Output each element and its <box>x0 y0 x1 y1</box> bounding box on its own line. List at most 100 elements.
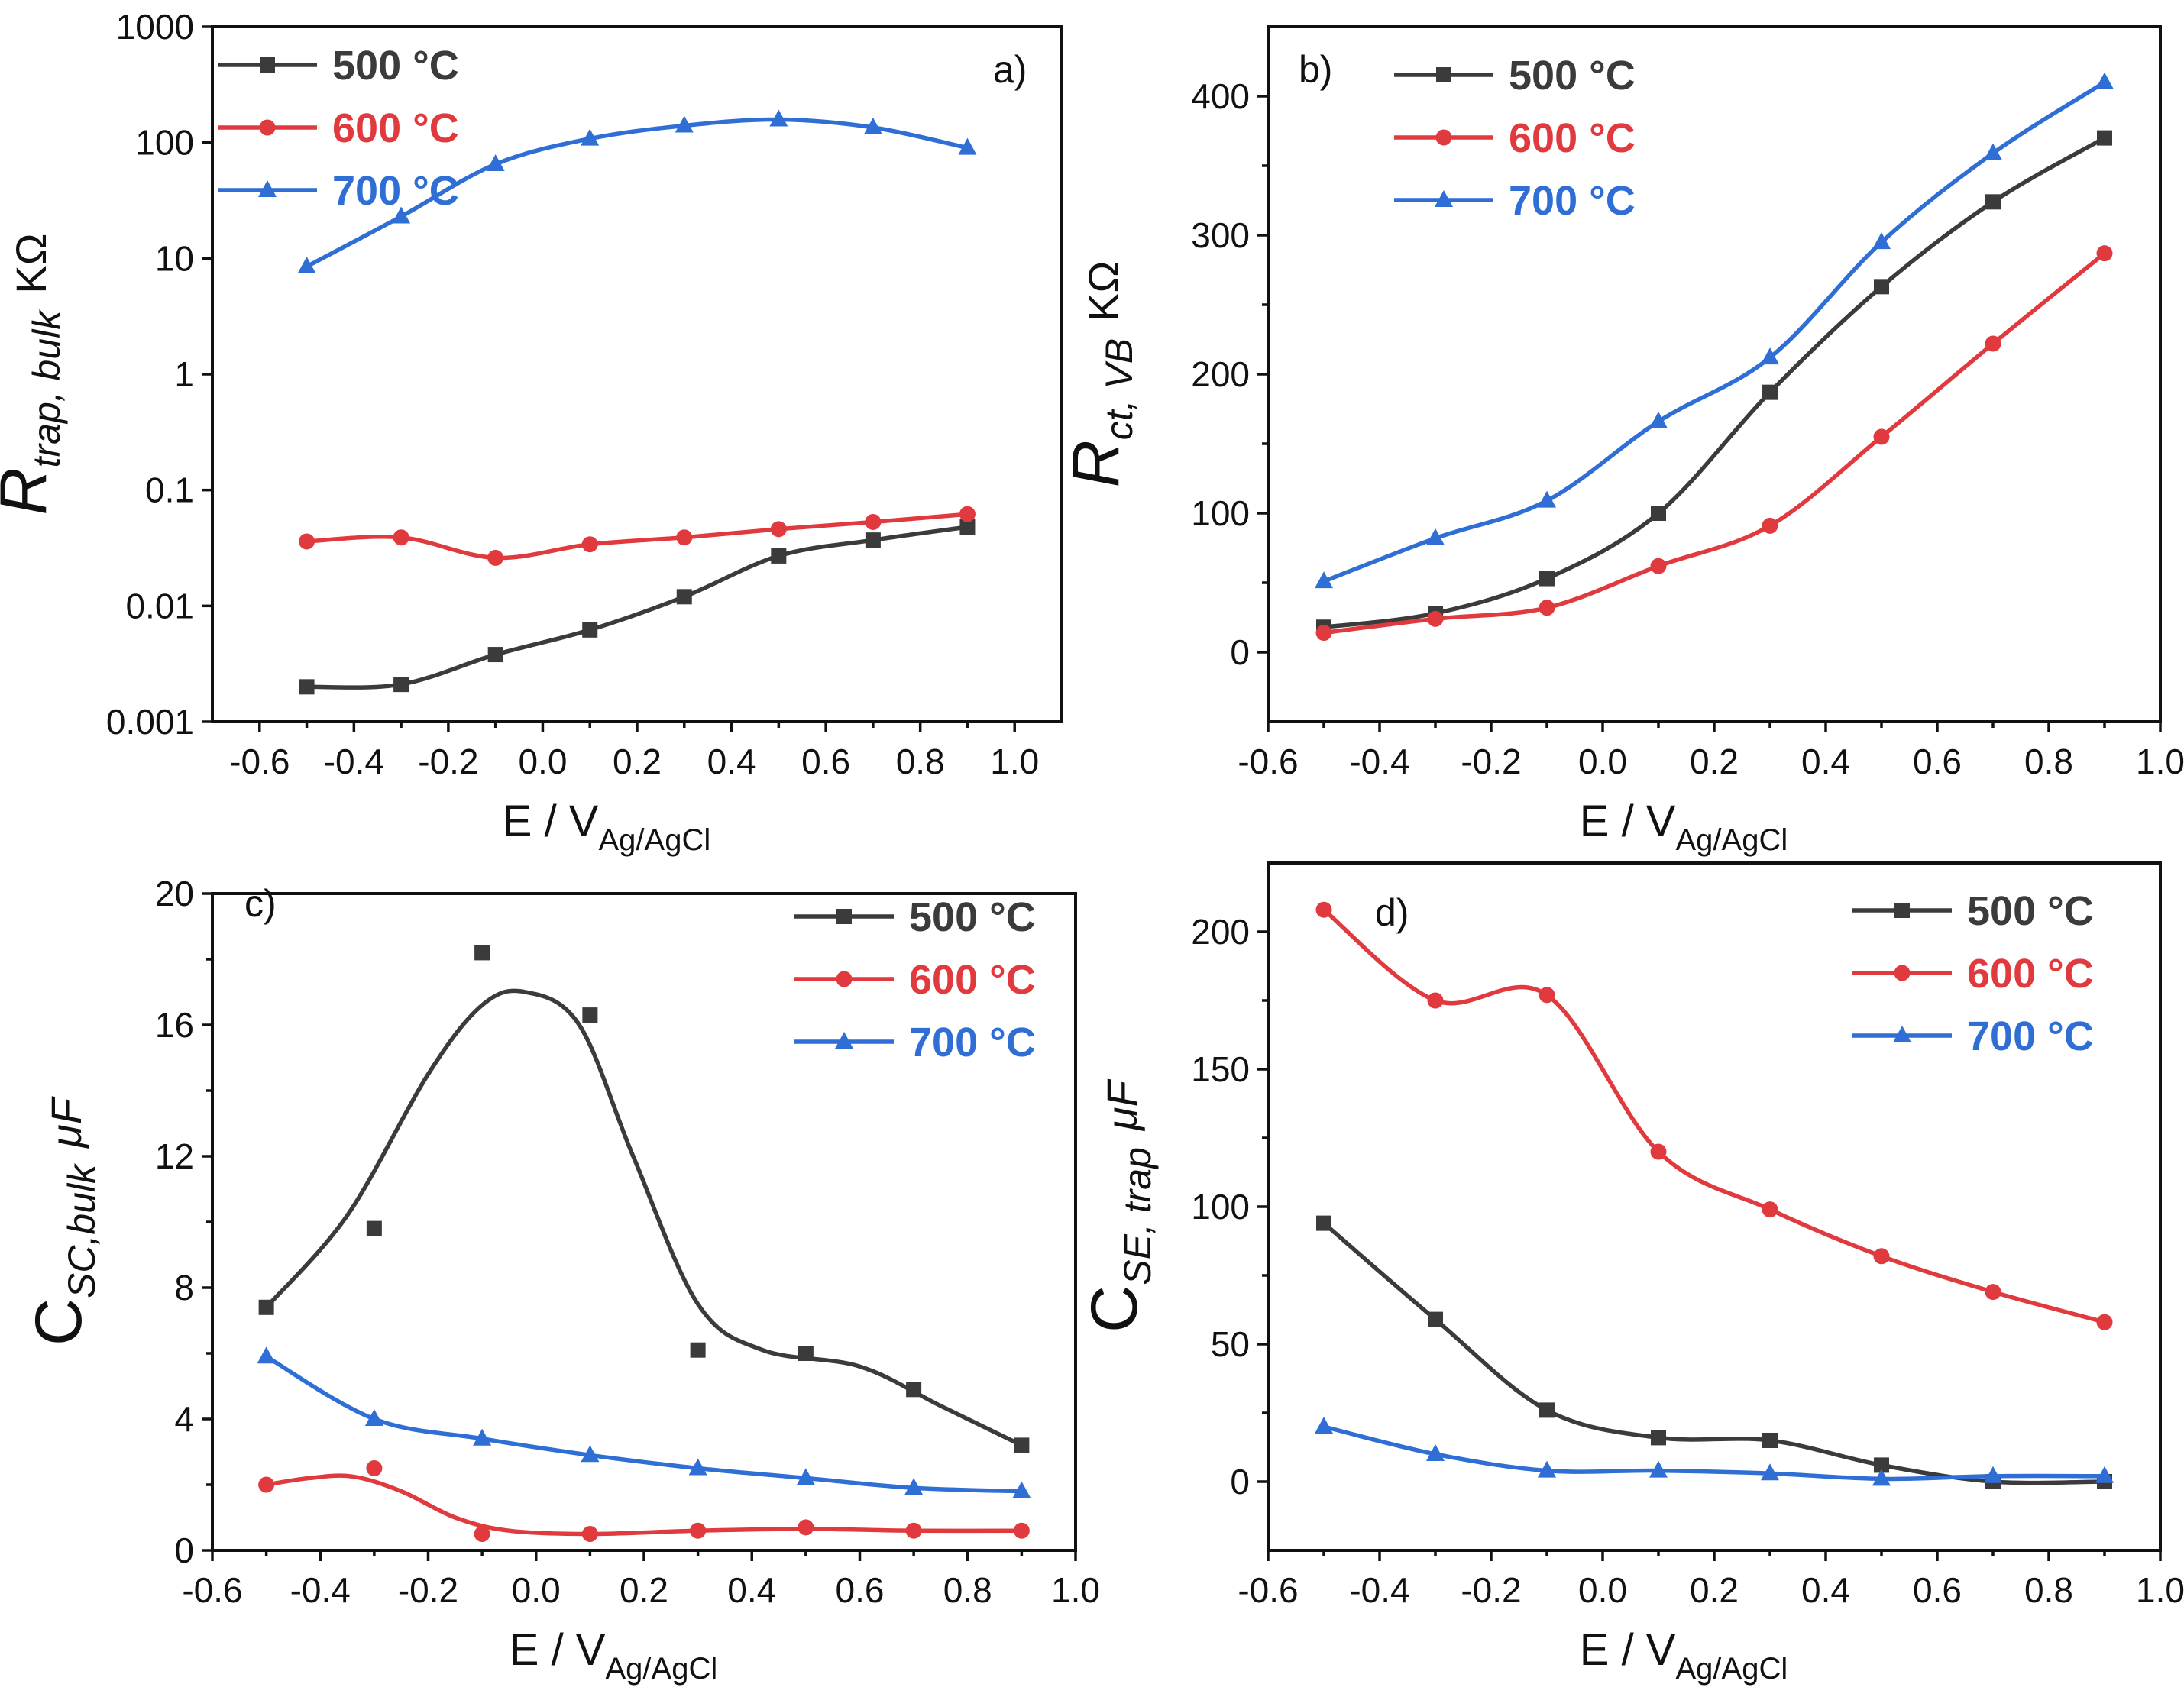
data-point <box>486 154 505 172</box>
data-point <box>1985 194 2001 210</box>
y-tick-label: 300 <box>1191 215 1250 255</box>
data-point <box>2097 130 2112 146</box>
legend-label: 500 °C <box>909 894 1036 940</box>
x-tick-label: -0.4 <box>1349 1570 1409 1610</box>
data-point <box>1761 1463 1779 1481</box>
x-tick-label: -0.2 <box>418 742 478 781</box>
series-s600 <box>1315 901 2113 1330</box>
series-line <box>1323 251 2106 635</box>
data-point <box>1427 610 1444 627</box>
data-point <box>1761 347 1779 365</box>
data-point <box>1985 1284 2001 1301</box>
legend-marker <box>835 1032 853 1049</box>
data-point <box>1762 1201 1778 1218</box>
x-tick-label: -0.4 <box>290 1570 351 1610</box>
y-axis-label: Rtrap, bulkKΩ <box>0 234 68 516</box>
x-axis-label: E / VAg/AgCl <box>1580 797 1788 857</box>
data-point <box>581 128 600 146</box>
data-point <box>1762 1433 1778 1448</box>
x-tick-label: 1.0 <box>1051 1570 1100 1610</box>
data-point <box>2096 245 2113 262</box>
x-tick-label: -0.2 <box>1461 1570 1521 1610</box>
x-tick-label: -0.2 <box>398 1570 458 1610</box>
legend: 500 °C 600 °C 700 °C <box>218 43 459 214</box>
data-point <box>676 529 693 546</box>
data-point <box>1426 1444 1445 1461</box>
y-axis-label: CSC,bulkμF <box>22 1096 103 1346</box>
data-point <box>582 1007 598 1023</box>
data-point <box>770 521 787 538</box>
y-tick-label: 1000 <box>116 7 194 47</box>
data-point <box>1872 232 1891 250</box>
series-line <box>306 117 968 269</box>
x-tick-label: 0.6 <box>836 1570 885 1610</box>
data-point <box>2096 1314 2113 1330</box>
series-line <box>1323 136 2106 629</box>
data-point <box>2095 1466 2114 1483</box>
series-s700 <box>1315 1417 2114 1486</box>
y-tick-label: 12 <box>155 1136 194 1176</box>
series-s500 <box>258 945 1030 1453</box>
data-point <box>487 647 503 663</box>
series-line <box>306 512 968 561</box>
legend-label: 700 °C <box>332 168 459 214</box>
y-tick-label: 0.01 <box>125 586 194 625</box>
legend-label: 500 °C <box>332 43 459 89</box>
y-tick-label: 1 <box>174 354 194 394</box>
series-line <box>1322 908 2105 1324</box>
data-point <box>581 1445 600 1463</box>
y-tick-label: 100 <box>1191 1187 1250 1227</box>
data-point <box>2095 72 2114 89</box>
y-tick-label: 0.1 <box>145 470 194 510</box>
series-s600 <box>299 506 976 566</box>
data-point <box>392 206 411 224</box>
x-tick-label: 0.8 <box>943 1570 992 1610</box>
data-point <box>582 622 598 638</box>
data-point <box>366 1220 382 1236</box>
series-s700 <box>257 1346 1031 1498</box>
data-point <box>1539 987 1555 1004</box>
series-s700 <box>297 109 977 274</box>
x-tick-label: 0.4 <box>707 742 756 781</box>
data-point <box>1650 558 1667 574</box>
data-point <box>676 589 692 605</box>
data-point <box>1538 490 1556 508</box>
legend-label: 600 °C <box>1967 951 2094 997</box>
data-point <box>297 257 316 274</box>
series-s700 <box>1315 72 2114 589</box>
data-point <box>798 1519 814 1536</box>
x-tick-label: -0.6 <box>1238 1570 1298 1610</box>
y-tick-label: 8 <box>174 1268 194 1307</box>
y-tick-label: 0 <box>174 1531 194 1570</box>
data-point <box>796 1468 815 1485</box>
x-tick-label: -0.6 <box>229 742 290 781</box>
series-s500 <box>299 519 976 695</box>
legend-label: 700 °C <box>1967 1013 2094 1059</box>
legend: 500 °C 600 °C 700 °C <box>794 894 1036 1065</box>
data-point <box>905 1522 922 1539</box>
legend-marker <box>258 180 277 197</box>
data-point <box>299 533 315 550</box>
data-point <box>769 109 788 127</box>
legend-marker <box>1893 1026 1911 1042</box>
y-tick-label: 200 <box>1191 912 1250 952</box>
data-point <box>1315 1417 1333 1434</box>
data-point <box>906 1382 922 1398</box>
panel-letter: a) <box>993 48 1027 91</box>
x-axis-label: E / VAg/AgCl <box>510 1625 717 1686</box>
y-tick-label: 100 <box>135 123 194 163</box>
data-point <box>1539 1402 1555 1418</box>
legend-marker <box>836 909 852 924</box>
data-point <box>958 137 977 155</box>
data-point <box>688 1458 707 1476</box>
data-point <box>1013 1522 1030 1539</box>
y-tick-label: 4 <box>174 1399 194 1439</box>
data-point <box>771 548 787 564</box>
data-point <box>1650 1143 1667 1160</box>
x-axis-label: E / VAg/AgCl <box>503 797 710 857</box>
y-tick-label: 20 <box>155 874 194 913</box>
legend-marker <box>1435 190 1453 207</box>
data-point <box>487 549 504 566</box>
y-tick-label: 400 <box>1191 76 1250 116</box>
data-point <box>1014 1437 1030 1453</box>
